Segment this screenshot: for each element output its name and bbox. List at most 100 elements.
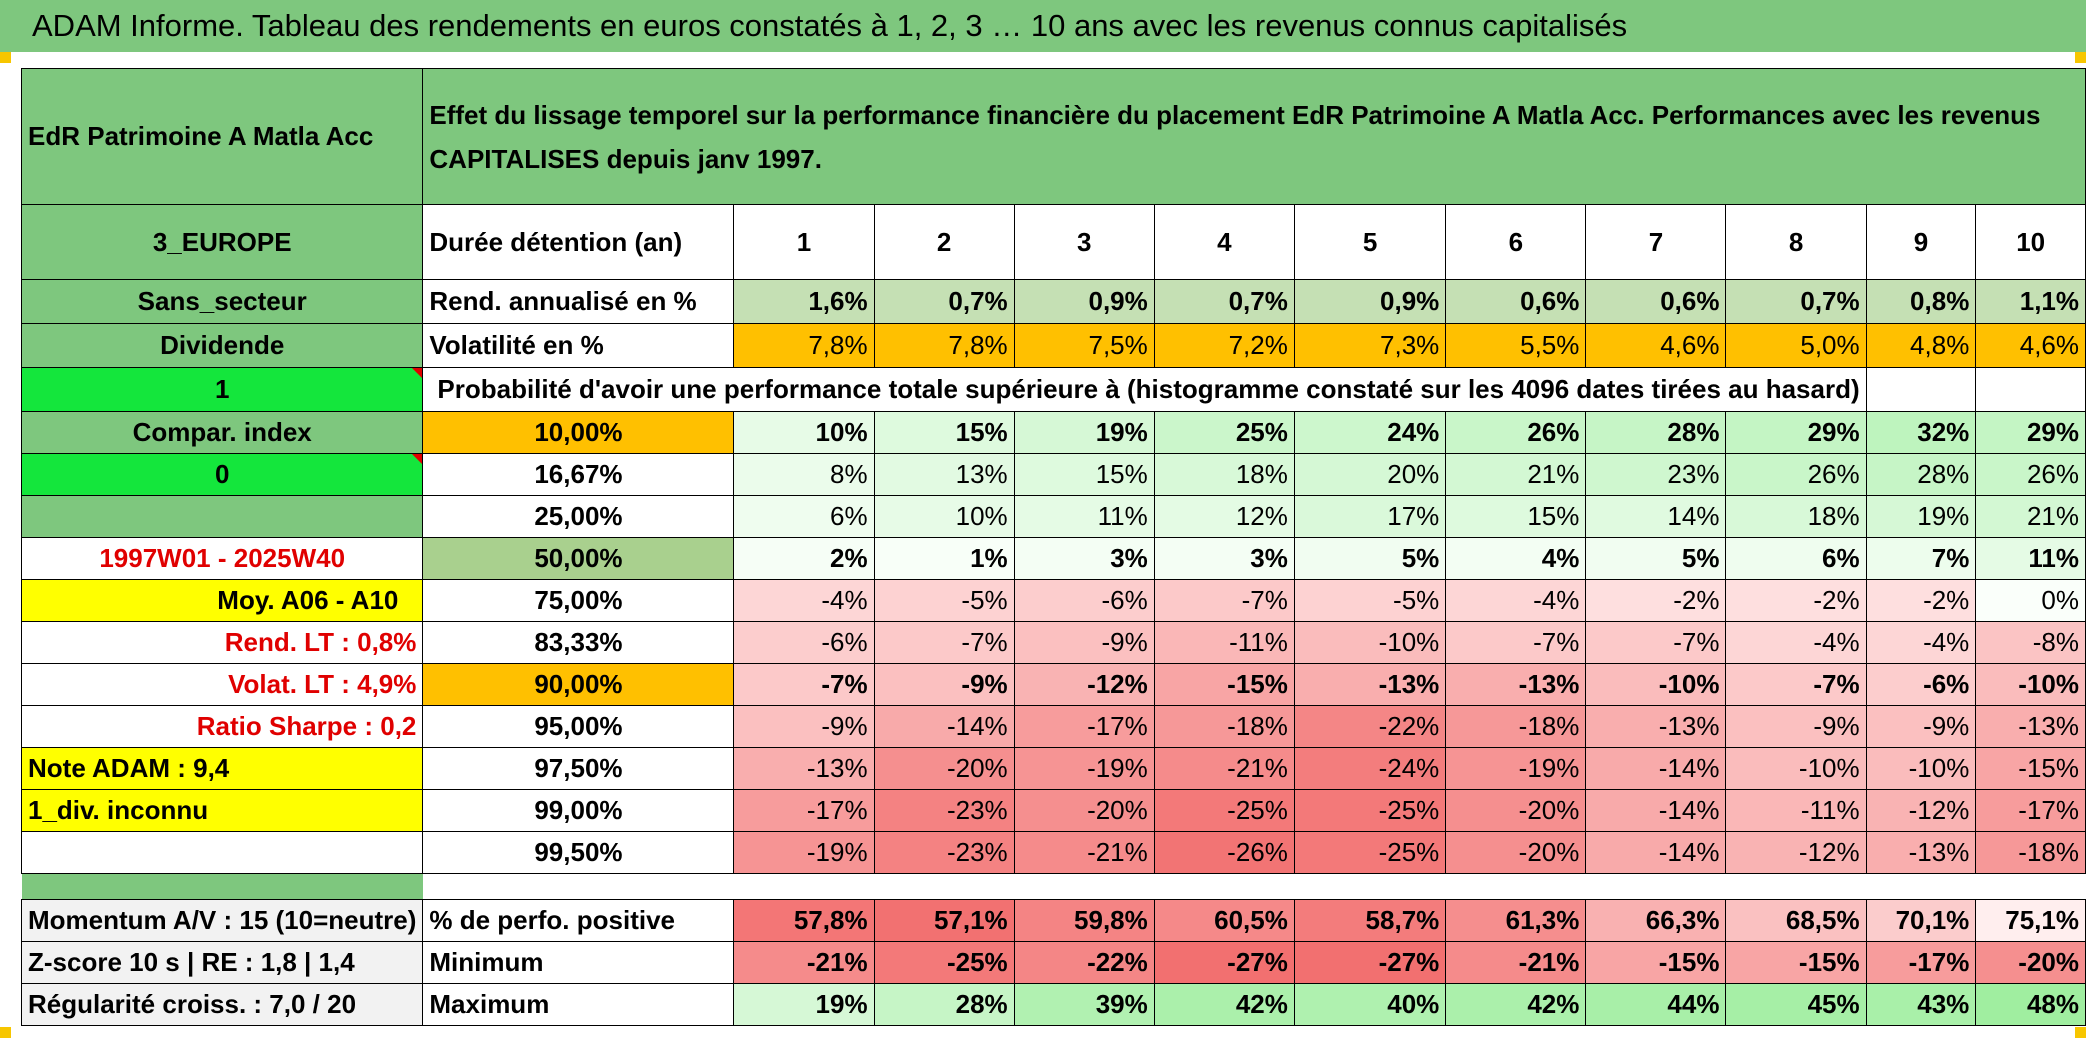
probability-value: -9% (1725, 705, 1867, 748)
probability-label: Probabilité d'avoir une performance tota… (422, 367, 1867, 412)
volatility-value: 5,5% (1445, 323, 1587, 368)
annualized-return-value: 0,9% (1293, 279, 1447, 324)
performance-table-wrapper: EdR Patrimoine A Matla Acc Effet du lissa… (20, 68, 2086, 1026)
maximum-value: 42% (1445, 983, 1587, 1026)
dividend-unknown: 1_div. inconnu (20, 789, 424, 832)
probability-row: Note ADAM : 9,4 97,50% -13% -20% -19% -21% -24… (20, 747, 2086, 790)
probability-value: 4% (1445, 537, 1587, 580)
probability-value: 15% (1013, 453, 1155, 496)
probability-value: 1% (873, 537, 1015, 580)
probability-value: -9% (873, 663, 1015, 706)
maximum-value: 48% (1975, 983, 2086, 1026)
positive-performance-value: 61,3% (1445, 899, 1587, 942)
minimum-value: -27% (1293, 941, 1447, 984)
probability-value: -12% (1865, 789, 1977, 832)
probability-value: -15% (1975, 747, 2086, 790)
probability-value: -15% (1153, 663, 1295, 706)
year-header: 6 (1445, 204, 1587, 280)
spacer-green-cell (21, 873, 423, 900)
probability-row: Ratio Sharpe : 0,2 95,00% -9% -14% -17% -18% -… (20, 705, 2086, 748)
probability-value: 10% (733, 411, 875, 454)
probability-value: -13% (1585, 705, 1727, 748)
probability-value: -7% (1153, 579, 1295, 622)
year-header: 9 (1865, 204, 1977, 280)
minimum-value: -15% (1725, 941, 1867, 984)
probability-value: -23% (873, 831, 1015, 874)
spacer-cell (422, 873, 2086, 900)
volatility-value: 4,6% (1975, 323, 2086, 368)
probability-value: -13% (1975, 705, 2086, 748)
probability-value: -25% (1153, 789, 1295, 832)
probability-value: -21% (1013, 831, 1155, 874)
probability-value: 19% (1013, 411, 1155, 454)
probability-value: -2% (1865, 579, 1977, 622)
annualized-return-value: 0,6% (1585, 279, 1727, 324)
probability-value: -12% (1725, 831, 1867, 874)
positive-performance-value: 57,1% (873, 899, 1015, 942)
probability-value: -14% (1585, 747, 1727, 790)
probability-value: -17% (1013, 705, 1155, 748)
probability-value: -20% (1013, 789, 1155, 832)
probability-value: 5% (1293, 537, 1447, 580)
probability-value: 11% (1975, 537, 2086, 580)
probability-value: -10% (1725, 747, 1867, 790)
probability-value: 20% (1293, 453, 1447, 496)
probability-value: 11% (1013, 495, 1155, 538)
annualized-return-value: 0,8% (1865, 279, 1977, 324)
duration-label: Durée détention (an) (422, 204, 735, 280)
probability-value: -6% (1865, 663, 1977, 706)
probability-value: 26% (1445, 411, 1587, 454)
probability-value: -19% (1445, 747, 1587, 790)
probability-value: 6% (733, 495, 875, 538)
positive-performance-row: Momentum A/V : 15 (10=neutre)% de perfo.… (20, 899, 2086, 942)
probability-value: -13% (1293, 663, 1447, 706)
probability-value: -21% (1153, 747, 1295, 790)
probability-value: -20% (1445, 831, 1587, 874)
probability-value: 23% (1585, 453, 1727, 496)
probability-level: 16,67% (422, 453, 735, 496)
maximum-label: Maximum (422, 983, 735, 1026)
probability-value: -2% (1725, 579, 1867, 622)
probability-value: 29% (1725, 411, 1867, 454)
positive-performance-value: 60,5% (1153, 899, 1295, 942)
probability-value: 3% (1013, 537, 1155, 580)
year-header: 1 (733, 204, 875, 280)
probability-value: -4% (1445, 579, 1587, 622)
probability-value: -13% (1445, 663, 1587, 706)
year-header: 2 (873, 204, 1015, 280)
probability-value: 15% (1445, 495, 1587, 538)
probability-value: -9% (1013, 621, 1155, 664)
positive-performance-value: 58,7% (1293, 899, 1447, 942)
probability-value: -25% (1293, 789, 1447, 832)
probability-value: 10% (873, 495, 1015, 538)
volatility-value: 7,2% (1153, 323, 1295, 368)
empty-cell (1975, 367, 2086, 412)
spacer-row (21, 873, 2086, 900)
probability-level: 75,00% (422, 579, 735, 622)
probability-level: 10,00% (422, 411, 735, 454)
probability-value: -17% (1975, 789, 2086, 832)
probability-header-row: 1 Probabilité d'avoir une performance tot… (20, 367, 2086, 412)
flag-one: 1 (20, 367, 424, 412)
empty-green-cell (20, 495, 424, 538)
maximum-value: 19% (733, 983, 875, 1026)
probability-value: -6% (1013, 579, 1155, 622)
minimum-label: Minimum (422, 941, 735, 984)
probability-value: 21% (1975, 495, 2086, 538)
probability-value: -18% (1975, 831, 2086, 874)
probability-row: Rend. LT : 0,8% 83,33% -6% -7% -9% -11% -10% -7… (20, 621, 2086, 664)
probability-value: -7% (1445, 621, 1587, 664)
probability-value: 12% (1153, 495, 1295, 538)
probability-value: -7% (1725, 663, 1867, 706)
probability-value: 18% (1153, 453, 1295, 496)
probability-value: -22% (1293, 705, 1447, 748)
probability-value: -2% (1585, 579, 1727, 622)
corner-marker (0, 1027, 11, 1038)
period-label: 1997W01 - 2025W40 (20, 537, 424, 580)
probability-value: 0% (1975, 579, 2086, 622)
probability-value: -25% (1293, 831, 1447, 874)
year-header: 10 (1975, 204, 2086, 280)
volatility-value: 5,0% (1725, 323, 1867, 368)
compar-index-label: Compar. index (20, 411, 424, 454)
positive-performance-value: 66,3% (1585, 899, 1727, 942)
